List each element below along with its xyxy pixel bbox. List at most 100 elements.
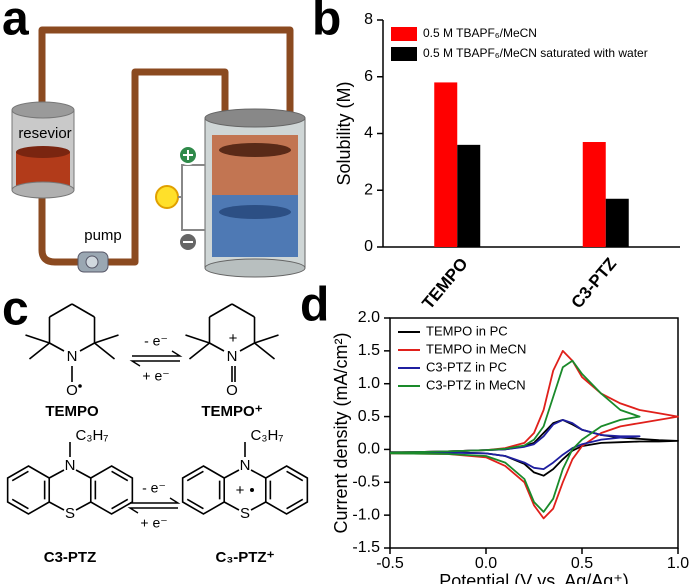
panel-label: c [2,283,29,336]
pump [77,251,109,273]
arrow-label: + e⁻ [140,515,167,531]
cv-curve [389,419,641,470]
atom-label: + [236,482,245,499]
y-axis-label: Solubility (M) [334,81,354,185]
methyl [94,334,119,344]
equilibrium-arrow [129,360,180,367]
equilibrium-arrow [130,497,181,504]
x-axis-label: Potential (V vs. Ag/Ag⁺) [439,571,629,584]
methyl [254,334,279,344]
cv-curve [389,419,679,477]
legend-label: C3-PTZ in PC [426,359,507,374]
atom-label: C₃H₇ [76,427,109,444]
bond [209,342,225,352]
x-tick-label: TEMPO [418,254,471,313]
y-tick-label: -1.5 [352,539,380,556]
cv-curve [389,350,679,520]
y-tick-label: 0 [364,238,373,255]
y-tick-label: 1.5 [358,342,380,359]
pipe [38,190,80,266]
bond [75,469,92,479]
y-tick-label: 0.5 [358,408,380,425]
pump-label: pump [84,227,122,244]
atom-label: N [240,457,251,474]
cell-bottom [204,258,306,278]
atom-label: N [227,348,238,365]
double-bond [186,498,204,510]
legend-label: TEMPO in PC [426,323,508,338]
benzene-ring [264,465,309,515]
cell [204,108,306,278]
atom-label: N [65,457,76,474]
atom-label: O [66,382,78,399]
legend-label: TEMPO in MeCN [426,341,526,356]
methyl [185,334,210,344]
cv-curve [389,359,641,513]
methyl [254,342,276,360]
methyl [28,342,50,360]
bond [79,342,95,352]
panel-label: a [2,0,29,46]
atom-label: O [226,382,238,399]
x-tick-label: 0.5 [571,555,593,572]
x-tick-label: 1.0 [667,555,689,572]
reservoir-bottom [11,181,75,199]
atom-label: N [67,348,78,365]
bond [231,303,255,318]
bond [223,469,240,479]
legend-label: C3-PTZ in MeCN [426,377,526,392]
atom-label: C₃H₇ [251,427,284,444]
bar [434,82,458,247]
methyl [94,342,116,360]
y-tick-label: -1.0 [352,506,380,523]
reservoir-surface [16,146,70,158]
double-bond [111,470,129,482]
bond [250,501,267,511]
radical-dot [78,384,82,388]
legend-label: 0.5 M TBAPF₆/MeCN [423,26,537,40]
benzene-ring [89,465,134,515]
y-tick-label: 1.0 [358,375,380,392]
y-tick-label: 8 [364,11,373,28]
pump-rotor [85,255,99,269]
plot-frame [389,317,679,549]
double-bond [11,470,29,482]
bulb [155,185,179,209]
radical-dot [250,488,254,492]
equilibrium-arrow [127,507,178,514]
atom-label: S [240,505,250,522]
legend-swatch [391,47,417,61]
atom-label: S [65,505,75,522]
bond [49,303,73,318]
bar [457,144,481,247]
reservoir [11,101,75,199]
reservoir-top [11,101,75,119]
bond [48,501,65,511]
equilibrium-arrow [132,350,183,357]
double-bond [286,498,304,510]
x-tick-label: -0.5 [376,555,404,572]
y-tick-label: 2.0 [358,309,380,326]
double-bond [286,470,304,482]
methyl [188,342,210,360]
y-axis-label: Current density (mA/cm²) [331,332,351,533]
x-tick-label: C3-PTZ [567,254,620,312]
circuit [155,145,205,252]
benzene-ring [6,465,51,515]
bond [223,501,240,511]
y-tick-label: 0.0 [358,441,380,458]
x-tick-label: 0.0 [475,555,497,572]
bond [250,469,267,479]
double-bond [186,470,204,482]
arrow-label: + e⁻ [142,368,169,384]
methyl [25,334,50,344]
arrow-label: - e⁻ [142,480,166,496]
legend-label: 0.5 M TBAPF₆/MeCN saturated with water [423,46,648,60]
molecule-name: TEMPO [45,403,99,420]
bar [605,198,629,247]
reservoir-label: resevior [18,125,71,142]
pipe [38,26,294,135]
molecule-name: C₃-PTZ⁺ [215,549,274,566]
bond [49,342,65,352]
